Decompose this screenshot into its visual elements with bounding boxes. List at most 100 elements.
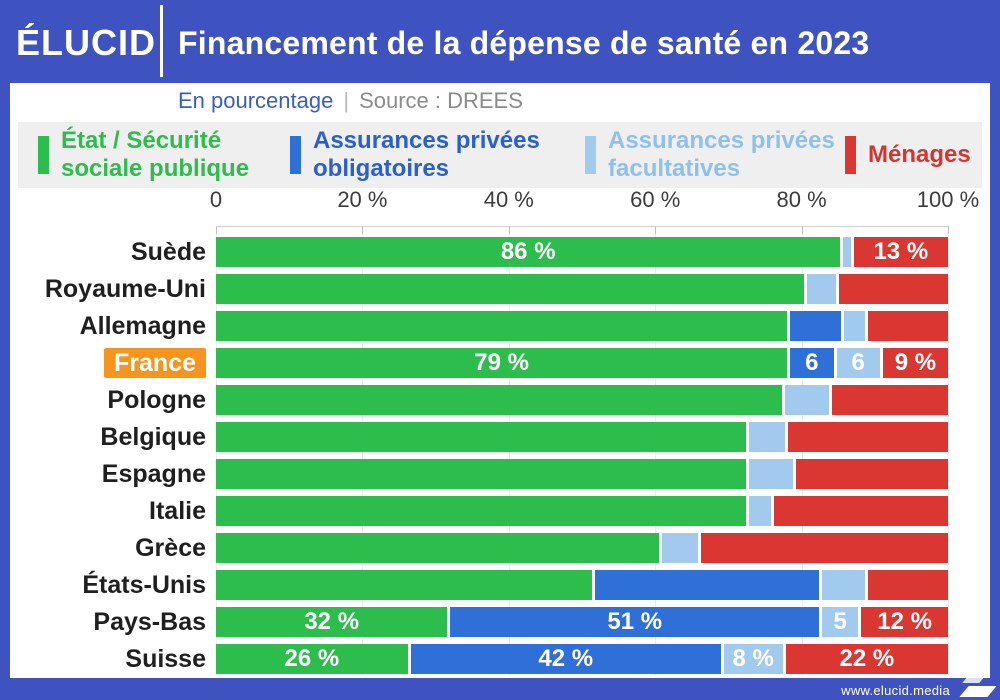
- bar-segment-public: [216, 570, 592, 600]
- country-label: France: [10, 348, 206, 378]
- legend-marker-icon: [290, 136, 301, 174]
- bar-row: Belgique: [10, 422, 990, 452]
- bar-segment-public: [216, 533, 659, 563]
- country-label: États-Unis: [82, 571, 206, 599]
- bar-value-label: 26 %: [284, 645, 340, 672]
- bar-segment-households: 9 %: [882, 348, 948, 378]
- bar-segment-voluntary: [661, 533, 699, 563]
- legend-marker-icon: [38, 136, 49, 174]
- bar-segment-public: [216, 311, 788, 341]
- bar-segment-public: [216, 422, 746, 452]
- bar-segment-households: [773, 496, 948, 526]
- stacked-bar: 79 % 6 6 9 %: [216, 348, 948, 378]
- axis-tick-label: 80 %: [776, 187, 827, 212]
- bar-row: Pays-Bas 32 % 51 % 5 12 %: [10, 607, 990, 637]
- country-label: Royaume-Uni: [44, 275, 206, 303]
- bar-segment-compulsory: [594, 570, 820, 600]
- chart-panel: En pourcentage | Source : DREES État / Séc…: [10, 83, 990, 678]
- stacked-bar: 86 % 13 %: [216, 237, 948, 267]
- axis-line: [216, 226, 948, 227]
- bar-value-label: 13 %: [873, 238, 929, 265]
- bar-segment-households: 22 %: [785, 644, 948, 674]
- legend-marker-icon: [585, 136, 596, 174]
- bar-value-label: 5: [833, 608, 847, 635]
- bar-segment-voluntary: [807, 274, 837, 304]
- legend: État / Sécurité sociale publique Assuranc…: [18, 122, 982, 188]
- bar-value-label: 9 %: [894, 349, 937, 376]
- bar-segment-public: [216, 274, 805, 304]
- bar-segment-voluntary: [843, 237, 851, 267]
- bar-value-label: 6: [851, 349, 865, 376]
- bar-segment-voluntary: [843, 311, 866, 341]
- bar-row: Royaume-Uni: [10, 274, 990, 304]
- legend-item-public: État / Sécurité sociale publique: [38, 122, 249, 188]
- subtitle-separator: |: [343, 88, 350, 113]
- stacked-bar: [216, 496, 948, 526]
- legend-item-voluntary: Assurances privées facultatives: [585, 122, 835, 188]
- stacked-bar: [216, 311, 948, 341]
- bar-segment-public: 86 %: [216, 237, 841, 267]
- bar-value-label: 51 %: [607, 608, 663, 635]
- bar-segment-voluntary: [748, 496, 771, 526]
- bar-segment-voluntary: [785, 385, 829, 415]
- bar-segment-public: 79 %: [216, 348, 788, 378]
- bar-rows: Suède 86 % 13 % Royaume-Uni Allemagne France 7…: [10, 237, 990, 681]
- bar-value-label: 22 %: [839, 645, 895, 672]
- bar-segment-households: [795, 459, 948, 489]
- stacked-bar: [216, 533, 948, 563]
- bar-segment-households: 12 %: [861, 607, 949, 637]
- bar-row: États-Unis: [10, 570, 990, 600]
- bar-segment-compulsory: 42 %: [410, 644, 721, 674]
- bar-row: Suède 86 % 13 %: [10, 237, 990, 267]
- bar-value-label: 12 %: [877, 608, 932, 635]
- bar-row: Italie: [10, 496, 990, 526]
- unit-label: En pourcentage: [178, 88, 334, 113]
- bar-segment-compulsory: [790, 311, 841, 341]
- bar-value-label: 79 %: [474, 349, 529, 376]
- header: ÉLUCID Financement de la dépense de sant…: [0, 0, 1000, 83]
- bar-segment-households: [868, 570, 948, 600]
- axis-tick-mark: [216, 226, 217, 234]
- axis-tick-mark: [362, 226, 364, 234]
- country-label: Belgique: [100, 423, 206, 451]
- country-label: Pologne: [107, 386, 206, 414]
- gridline: [948, 227, 949, 675]
- bar-value-label: 86 %: [500, 238, 556, 265]
- bar-row: Pologne: [10, 385, 990, 415]
- country-label: Allemagne: [79, 312, 206, 340]
- bar-segment-households: [788, 422, 948, 452]
- stacked-bar: 32 % 51 % 5 12 %: [216, 607, 949, 637]
- subtitle: En pourcentage | Source : DREES: [178, 88, 523, 116]
- source-label: Source : DREES: [359, 88, 523, 113]
- bar-segment-voluntary: 5: [822, 607, 859, 637]
- bar-segment-public: 26 %: [216, 644, 408, 674]
- country-label: Pays-Bas: [93, 608, 206, 636]
- bar-segment-households: [868, 311, 948, 341]
- stacked-bar: [216, 422, 948, 452]
- highlight-badge: France: [104, 348, 206, 378]
- country-label: Suisse: [125, 645, 206, 673]
- country-label: Espagne: [101, 460, 206, 488]
- bar-segment-voluntary: 8 %: [723, 644, 783, 674]
- axis-tick-label: 20 %: [337, 187, 388, 212]
- bar-segment-public: [216, 459, 746, 489]
- legend-label: Assurances privées obligatoires: [313, 126, 540, 182]
- bar-segment-public: [216, 385, 783, 415]
- bar-value-label: 42 %: [538, 645, 594, 672]
- axis-tick-mark: [508, 226, 510, 234]
- bar-value-label: 8 %: [732, 645, 774, 672]
- bar-segment-voluntary: [748, 459, 793, 489]
- website-link: www.elucid.media: [841, 683, 950, 698]
- bar-row: Espagne: [10, 459, 990, 489]
- bar-value-label: 6: [805, 349, 819, 376]
- page-title: Financement de la dépense de santé en 20…: [178, 25, 870, 61]
- bar-segment-public: [216, 496, 746, 526]
- brand-mark-icon: [957, 667, 997, 697]
- legend-label: Assurances privées facultatives: [608, 126, 835, 182]
- bar-segment-compulsory: 6: [790, 348, 834, 378]
- header-divider: [160, 5, 163, 77]
- bar-segment-voluntary: 6: [836, 348, 880, 378]
- axis-tick-mark: [801, 226, 803, 234]
- stacked-bar: [216, 274, 949, 304]
- axis-tick-label: 60 %: [630, 187, 681, 212]
